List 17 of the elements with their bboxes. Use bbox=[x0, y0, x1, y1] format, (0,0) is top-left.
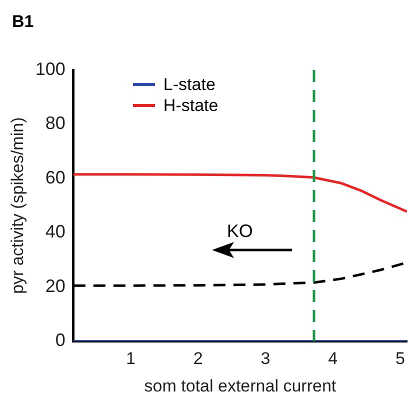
annotation: KO bbox=[226, 220, 253, 242]
legend-label: L-state bbox=[163, 74, 216, 95]
y-tick-label: 60 bbox=[45, 167, 66, 188]
x-axis-title: som total external current bbox=[144, 376, 336, 396]
y-tick-label: 0 bbox=[55, 330, 66, 350]
x-tick-label: 2 bbox=[193, 349, 203, 368]
y-tick-label: 20 bbox=[45, 276, 66, 296]
y-axis-title: pyr activity (spikes/min) bbox=[8, 117, 27, 294]
chart-title: B1 bbox=[12, 12, 34, 32]
x-tick-label: 4 bbox=[328, 349, 338, 368]
x-tick-label: 5 bbox=[396, 349, 405, 368]
y-tick-label: 40 bbox=[45, 222, 66, 242]
legend-label: H-state bbox=[163, 95, 218, 116]
y-tick-label: 100 bbox=[35, 58, 66, 79]
x-tick-label: 1 bbox=[126, 349, 136, 368]
x-tick-label: 3 bbox=[260, 349, 270, 368]
y-tick-label: 80 bbox=[45, 113, 66, 134]
